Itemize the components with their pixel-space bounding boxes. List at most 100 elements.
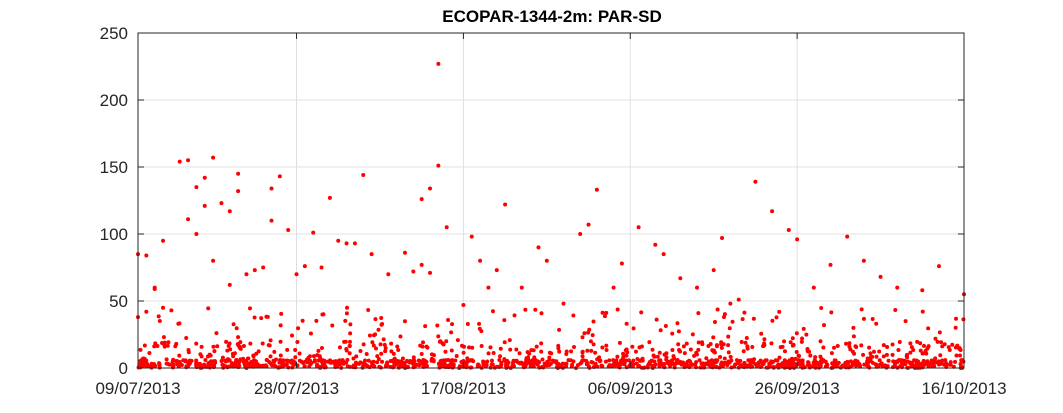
data-point <box>373 317 378 322</box>
data-point <box>920 288 925 293</box>
data-point <box>254 351 259 356</box>
data-point <box>708 342 713 347</box>
data-point <box>385 360 390 365</box>
data-point <box>881 343 886 348</box>
data-point <box>271 358 276 363</box>
data-point <box>617 340 622 345</box>
data-point <box>465 321 470 326</box>
data-point <box>593 363 598 368</box>
data-point <box>938 353 943 358</box>
data-point <box>630 344 635 349</box>
data-point <box>791 342 796 347</box>
data-point <box>327 195 332 200</box>
data-point <box>435 323 440 328</box>
data-point <box>548 361 553 366</box>
data-point <box>706 359 711 364</box>
data-point <box>152 286 157 291</box>
data-point <box>676 360 681 365</box>
data-point <box>786 365 791 370</box>
data-point <box>670 331 675 336</box>
data-point <box>597 355 602 360</box>
data-point <box>462 344 467 349</box>
data-point <box>726 334 731 339</box>
data-point <box>441 364 446 369</box>
data-point <box>719 345 724 350</box>
data-point <box>401 360 406 365</box>
data-point <box>869 354 874 359</box>
data-point <box>853 360 858 365</box>
data-point <box>380 359 385 364</box>
data-point <box>711 268 716 273</box>
data-point <box>454 353 459 358</box>
data-point <box>591 319 596 324</box>
data-point <box>630 364 635 369</box>
data-point <box>436 334 441 339</box>
data-point <box>477 321 482 326</box>
data-point <box>209 359 214 364</box>
data-point <box>619 261 624 266</box>
data-point <box>293 355 298 360</box>
data-point <box>202 203 207 208</box>
data-point <box>808 353 813 358</box>
data-point <box>939 340 944 345</box>
data-point <box>291 359 296 364</box>
data-point <box>164 357 169 362</box>
data-point <box>893 307 898 312</box>
data-point <box>948 360 953 365</box>
data-point <box>804 332 809 337</box>
data-point <box>655 354 660 359</box>
data-point <box>602 314 607 319</box>
data-point <box>909 345 914 350</box>
data-point <box>437 363 442 368</box>
data-point <box>586 222 591 227</box>
data-point <box>805 349 810 354</box>
data-point <box>211 362 216 367</box>
data-point <box>865 359 870 364</box>
data-point <box>571 313 576 318</box>
data-point <box>424 364 429 369</box>
data-point <box>959 358 964 363</box>
data-point <box>338 362 343 367</box>
data-point <box>348 331 353 336</box>
data-point <box>428 186 433 191</box>
data-point <box>935 360 940 365</box>
data-point <box>484 363 489 368</box>
data-point <box>278 353 283 358</box>
data-point <box>915 339 920 344</box>
data-point <box>488 345 493 350</box>
data-point <box>676 329 681 334</box>
data-point <box>169 308 174 313</box>
data-point <box>253 359 258 364</box>
data-point <box>955 343 960 348</box>
data-point <box>165 343 170 348</box>
data-point <box>489 358 494 363</box>
data-point <box>864 363 869 368</box>
data-point <box>929 358 934 363</box>
data-point <box>821 345 826 350</box>
data-point <box>918 341 923 346</box>
data-point <box>429 358 434 363</box>
data-point <box>470 358 475 363</box>
data-point <box>444 339 449 344</box>
data-point <box>800 358 805 363</box>
data-point <box>443 349 448 354</box>
data-point <box>236 189 241 194</box>
data-point <box>738 363 743 368</box>
data-point <box>414 362 419 367</box>
data-point <box>354 354 359 359</box>
data-point <box>184 335 189 340</box>
data-point <box>680 361 685 366</box>
data-point <box>684 341 689 346</box>
data-point <box>252 315 257 320</box>
data-point <box>343 318 348 323</box>
data-point <box>961 317 966 322</box>
data-point <box>211 155 216 160</box>
data-point <box>202 175 207 180</box>
data-point <box>685 359 690 364</box>
data-point <box>801 326 806 331</box>
data-point <box>336 238 341 243</box>
data-point <box>261 265 266 270</box>
data-point <box>252 268 257 273</box>
data-point <box>265 314 270 319</box>
data-point <box>364 352 369 357</box>
